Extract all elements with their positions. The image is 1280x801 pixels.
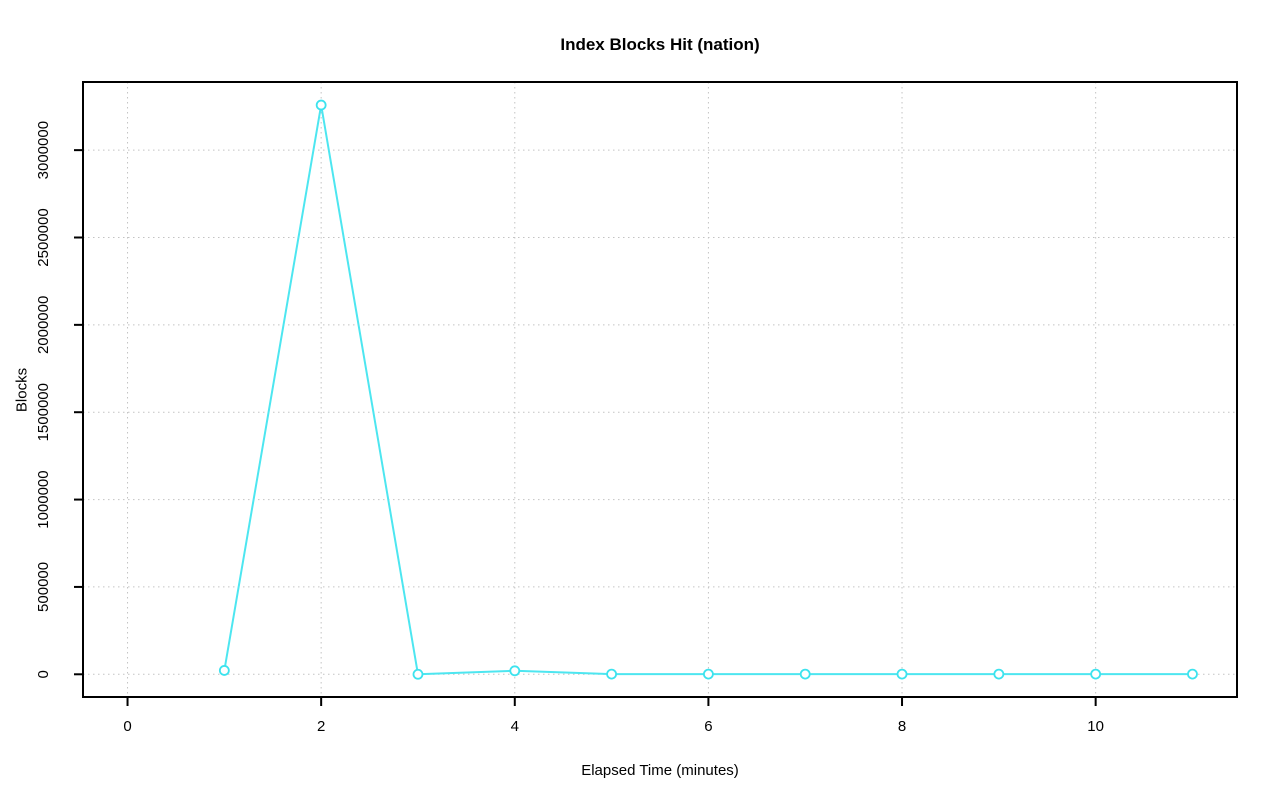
data-point-marker — [799, 668, 811, 680]
data-point-marker — [1090, 668, 1102, 680]
data-point-marker — [606, 668, 617, 680]
x-tick-label: 4 — [511, 718, 519, 735]
data-point-marker — [509, 665, 521, 677]
data-point-marker — [1187, 668, 1198, 680]
plot-frame — [82, 81, 1238, 698]
x-axis-label: Elapsed Time (minutes) — [581, 762, 739, 779]
y-tick-label: 2000000 — [35, 296, 52, 354]
data-point-marker — [993, 668, 1005, 680]
data-point-marker — [218, 665, 230, 676]
series-line — [223, 104, 1193, 676]
y-tick-label: 3000000 — [35, 121, 52, 179]
x-tick-label: 6 — [704, 718, 712, 735]
x-tick-label: 10 — [1087, 718, 1104, 735]
x-tick-label: 0 — [123, 718, 131, 735]
chart-title: Index Blocks Hit (nation) — [560, 35, 760, 54]
data-point-marker — [412, 668, 424, 680]
x-tick-label: 2 — [317, 718, 325, 735]
data-point-marker — [315, 99, 327, 111]
y-axis-label-text: Blocks — [13, 367, 31, 413]
data-point-marker — [896, 668, 908, 680]
y-tick-label: 1500000 — [35, 383, 52, 441]
y-tick-label: 500000 — [35, 562, 52, 612]
y-tick-label: 1000000 — [35, 470, 52, 528]
x-tick-label: 8 — [898, 718, 906, 735]
y-tick-label: 2500000 — [35, 208, 52, 266]
y-tick-label: 0 — [35, 670, 52, 678]
data-point-marker — [703, 668, 714, 680]
